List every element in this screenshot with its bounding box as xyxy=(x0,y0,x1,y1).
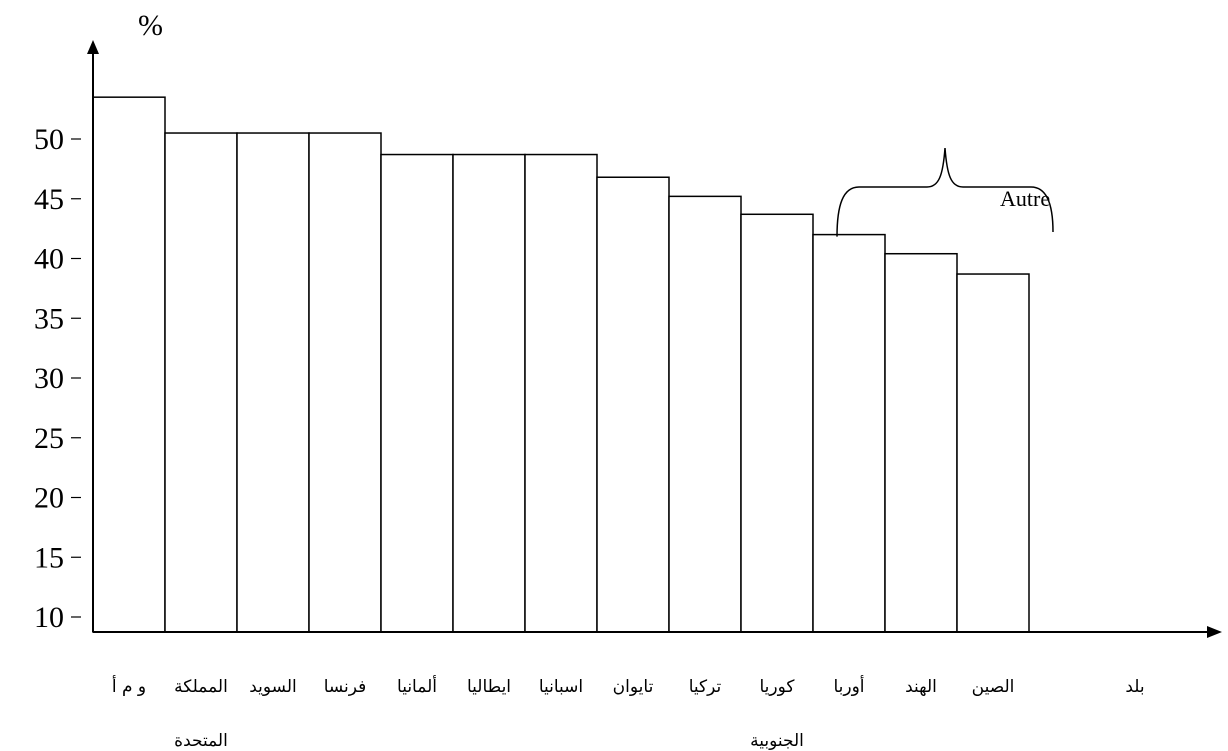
y-tick-label: 35 xyxy=(34,302,64,335)
category-label: فرنسا xyxy=(324,677,367,697)
category-label: ألمانيا xyxy=(397,675,437,697)
category-label: السويد xyxy=(249,677,297,697)
y-tick-label: 30 xyxy=(34,362,64,395)
category-label: الهند xyxy=(905,677,937,697)
category-label: أوربا xyxy=(833,675,864,697)
bar xyxy=(309,133,381,632)
x-axis-label: بلد xyxy=(1125,677,1144,697)
category-label: و م أ xyxy=(112,675,146,697)
bar xyxy=(165,133,237,632)
bar xyxy=(93,97,165,632)
annotation-label: Autre xyxy=(1000,186,1050,211)
y-ticks-group: 10 15 20 25 30 35 40 45 50 xyxy=(34,123,81,634)
bar xyxy=(381,155,453,632)
y-tick-label: 10 xyxy=(34,601,64,634)
category-label: ايطاليا xyxy=(467,677,511,697)
category-labels-group: و م أ المملكة المتحدة السويد فرنسا ألمانيا ايط… xyxy=(112,675,1014,751)
bar xyxy=(453,155,525,632)
y-tick-label: 15 xyxy=(34,541,64,574)
category-label: تايوان xyxy=(613,677,654,697)
bar xyxy=(813,235,885,632)
y-tick-label: 20 xyxy=(34,482,64,515)
bars-group xyxy=(93,97,1029,632)
bar xyxy=(957,274,1029,632)
y-tick-label: 50 xyxy=(34,123,64,156)
category-label: تركيا xyxy=(689,677,722,697)
category-label: اسبانيا xyxy=(539,677,583,697)
y-tick-label: 40 xyxy=(34,243,64,276)
category-label: المملكة xyxy=(174,677,228,697)
category-label: كوريا xyxy=(760,677,796,697)
bar xyxy=(525,155,597,632)
bar xyxy=(669,196,741,632)
y-tick-label: 25 xyxy=(34,422,64,455)
category-label: المتحدة xyxy=(174,731,228,751)
bar xyxy=(237,133,309,632)
x-axis-arrow xyxy=(1207,626,1222,638)
category-label: الصين xyxy=(972,677,1015,697)
bar xyxy=(597,177,669,632)
bar xyxy=(885,254,957,632)
category-label: الجنوبية xyxy=(750,731,804,751)
y-axis-label: % xyxy=(138,9,163,42)
annotation-group: Autre xyxy=(837,148,1053,237)
y-tick-label: 45 xyxy=(34,183,64,216)
y-axis-arrow xyxy=(87,40,99,54)
bar xyxy=(741,214,813,632)
